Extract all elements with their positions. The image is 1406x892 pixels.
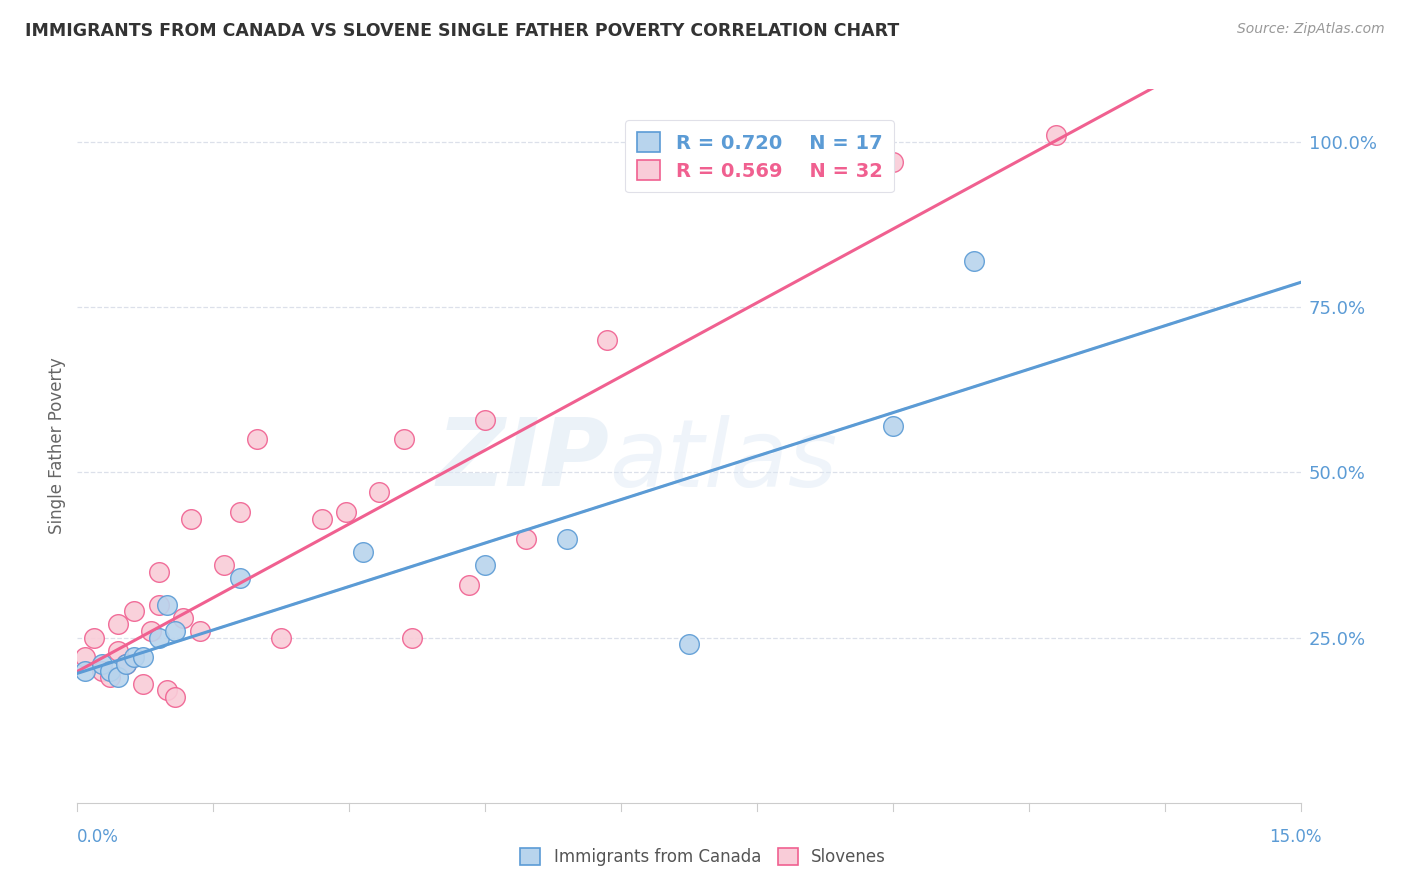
Point xyxy=(555,532,578,546)
Point xyxy=(352,545,374,559)
Point xyxy=(115,657,138,671)
Point xyxy=(515,532,537,546)
Point xyxy=(148,565,170,579)
Point xyxy=(392,433,415,447)
Point xyxy=(139,624,162,638)
Point xyxy=(115,657,138,671)
Point xyxy=(172,611,194,625)
Text: IMMIGRANTS FROM CANADA VS SLOVENE SINGLE FATHER POVERTY CORRELATION CHART: IMMIGRANTS FROM CANADA VS SLOVENE SINGLE… xyxy=(25,22,900,40)
Point xyxy=(963,254,986,268)
Point xyxy=(75,650,97,665)
Point xyxy=(83,631,105,645)
Point xyxy=(107,670,129,684)
Point xyxy=(124,604,146,618)
Point xyxy=(246,433,269,447)
Point xyxy=(107,644,129,658)
Text: 15.0%: 15.0% xyxy=(1270,828,1322,846)
Point xyxy=(156,683,179,698)
Point xyxy=(457,578,479,592)
Point xyxy=(98,664,121,678)
Point xyxy=(98,670,121,684)
Point xyxy=(1045,128,1067,143)
Point xyxy=(678,637,700,651)
Point xyxy=(165,690,187,704)
Point xyxy=(90,664,112,678)
Text: Source: ZipAtlas.com: Source: ZipAtlas.com xyxy=(1237,22,1385,37)
Point xyxy=(156,598,179,612)
Point xyxy=(107,617,129,632)
Legend: Immigrants from Canada, Slovenes: Immigrants from Canada, Slovenes xyxy=(513,841,893,873)
Point xyxy=(311,511,333,525)
Point xyxy=(270,631,292,645)
Point xyxy=(335,505,357,519)
Point xyxy=(229,505,252,519)
Point xyxy=(401,631,423,645)
Point xyxy=(180,511,202,525)
Point xyxy=(368,485,391,500)
Legend: R = 0.720    N = 17, R = 0.569    N = 32: R = 0.720 N = 17, R = 0.569 N = 32 xyxy=(626,120,894,193)
Text: 0.0%: 0.0% xyxy=(77,828,120,846)
Y-axis label: Single Father Poverty: Single Father Poverty xyxy=(48,358,66,534)
Point xyxy=(131,650,153,665)
Point xyxy=(124,650,146,665)
Text: atlas: atlas xyxy=(609,415,838,506)
Point xyxy=(188,624,211,638)
Text: ZIP: ZIP xyxy=(436,414,609,507)
Point xyxy=(229,571,252,585)
Point xyxy=(474,558,496,572)
Point xyxy=(882,154,904,169)
Point xyxy=(148,631,170,645)
Point xyxy=(131,677,153,691)
Point xyxy=(75,664,97,678)
Point xyxy=(148,598,170,612)
Point xyxy=(474,412,496,426)
Point xyxy=(882,419,904,434)
Point xyxy=(212,558,235,572)
Point xyxy=(596,333,619,347)
Point xyxy=(165,624,187,638)
Point xyxy=(90,657,112,671)
